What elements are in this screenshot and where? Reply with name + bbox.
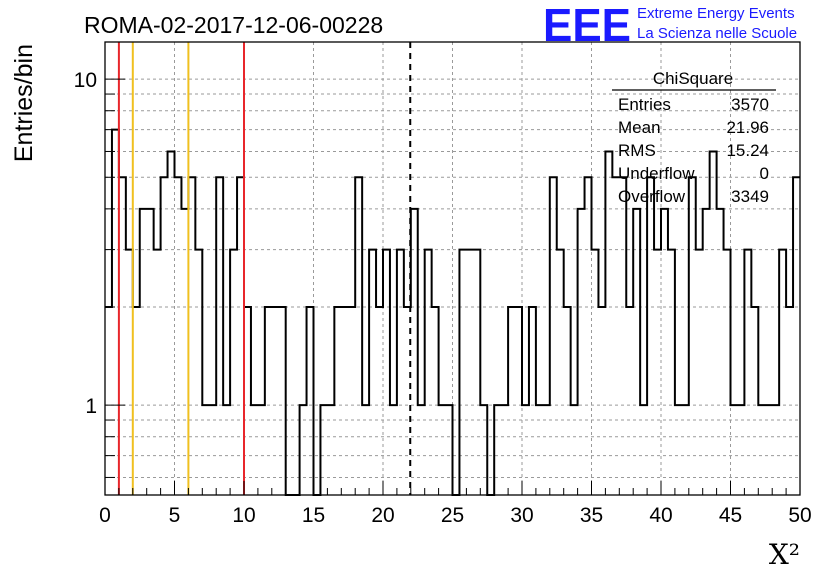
x-tick-label: 45 xyxy=(719,504,742,527)
marker-lines xyxy=(117,42,412,495)
stats-rows: Entries 3570 Mean 21.96 RMS 15.24 Underflow 0 Ov… xyxy=(618,95,769,206)
y-tick-label: 1 xyxy=(85,395,97,418)
stats-box: ChiSquare Entries 3570 Mean 21.96 RMS 15.24 Un… xyxy=(612,69,776,206)
chart-title: ROMA-02-2017-12-06-00228 xyxy=(84,12,383,38)
logo-line-2: La Scienza nelle Scuole xyxy=(637,25,797,42)
stats-label: Mean xyxy=(618,118,661,137)
tick-labels: 0 5 10 15 20 25 30 35 40 45 50 1 10 xyxy=(74,69,812,527)
histogram-bars xyxy=(105,128,800,496)
x-tick-label: 30 xyxy=(510,504,533,527)
stats-value: 0 xyxy=(760,164,769,183)
logo-line-1: Extreme Energy Events xyxy=(637,5,795,22)
eee-logo: EEE Extreme Energy Events La Scienza nel… xyxy=(543,0,797,51)
stats-label: Entries xyxy=(618,95,671,114)
x-axis-label: X² xyxy=(769,538,800,571)
axis-ticks xyxy=(104,78,801,495)
stats-label: Overflow xyxy=(618,187,686,206)
x-tick-label: 40 xyxy=(649,504,672,527)
x-tick-label: 0 xyxy=(99,504,111,527)
stats-label: Underflow xyxy=(618,164,695,183)
x-tick-label: 35 xyxy=(580,504,603,527)
x-tick-label: 25 xyxy=(441,504,464,527)
logo-mark: EEE xyxy=(543,0,631,51)
stats-value: 21.96 xyxy=(726,118,769,137)
stats-value: 3349 xyxy=(731,187,769,206)
x-tick-label: 10 xyxy=(232,504,255,527)
x-tick-label: 20 xyxy=(371,504,394,527)
x-tick-label: 5 xyxy=(169,504,181,527)
y-axis-label: Entries/bin xyxy=(10,44,38,162)
stats-value: 3570 xyxy=(731,95,769,114)
x-tick-label: 50 xyxy=(788,504,811,527)
x-tick-label: 15 xyxy=(302,504,325,527)
stats-value: 15.24 xyxy=(726,141,769,160)
stats-box-title: ChiSquare xyxy=(653,69,733,88)
y-tick-label: 10 xyxy=(74,69,97,92)
stats-label: RMS xyxy=(618,141,656,160)
histogram-outline xyxy=(105,128,800,496)
